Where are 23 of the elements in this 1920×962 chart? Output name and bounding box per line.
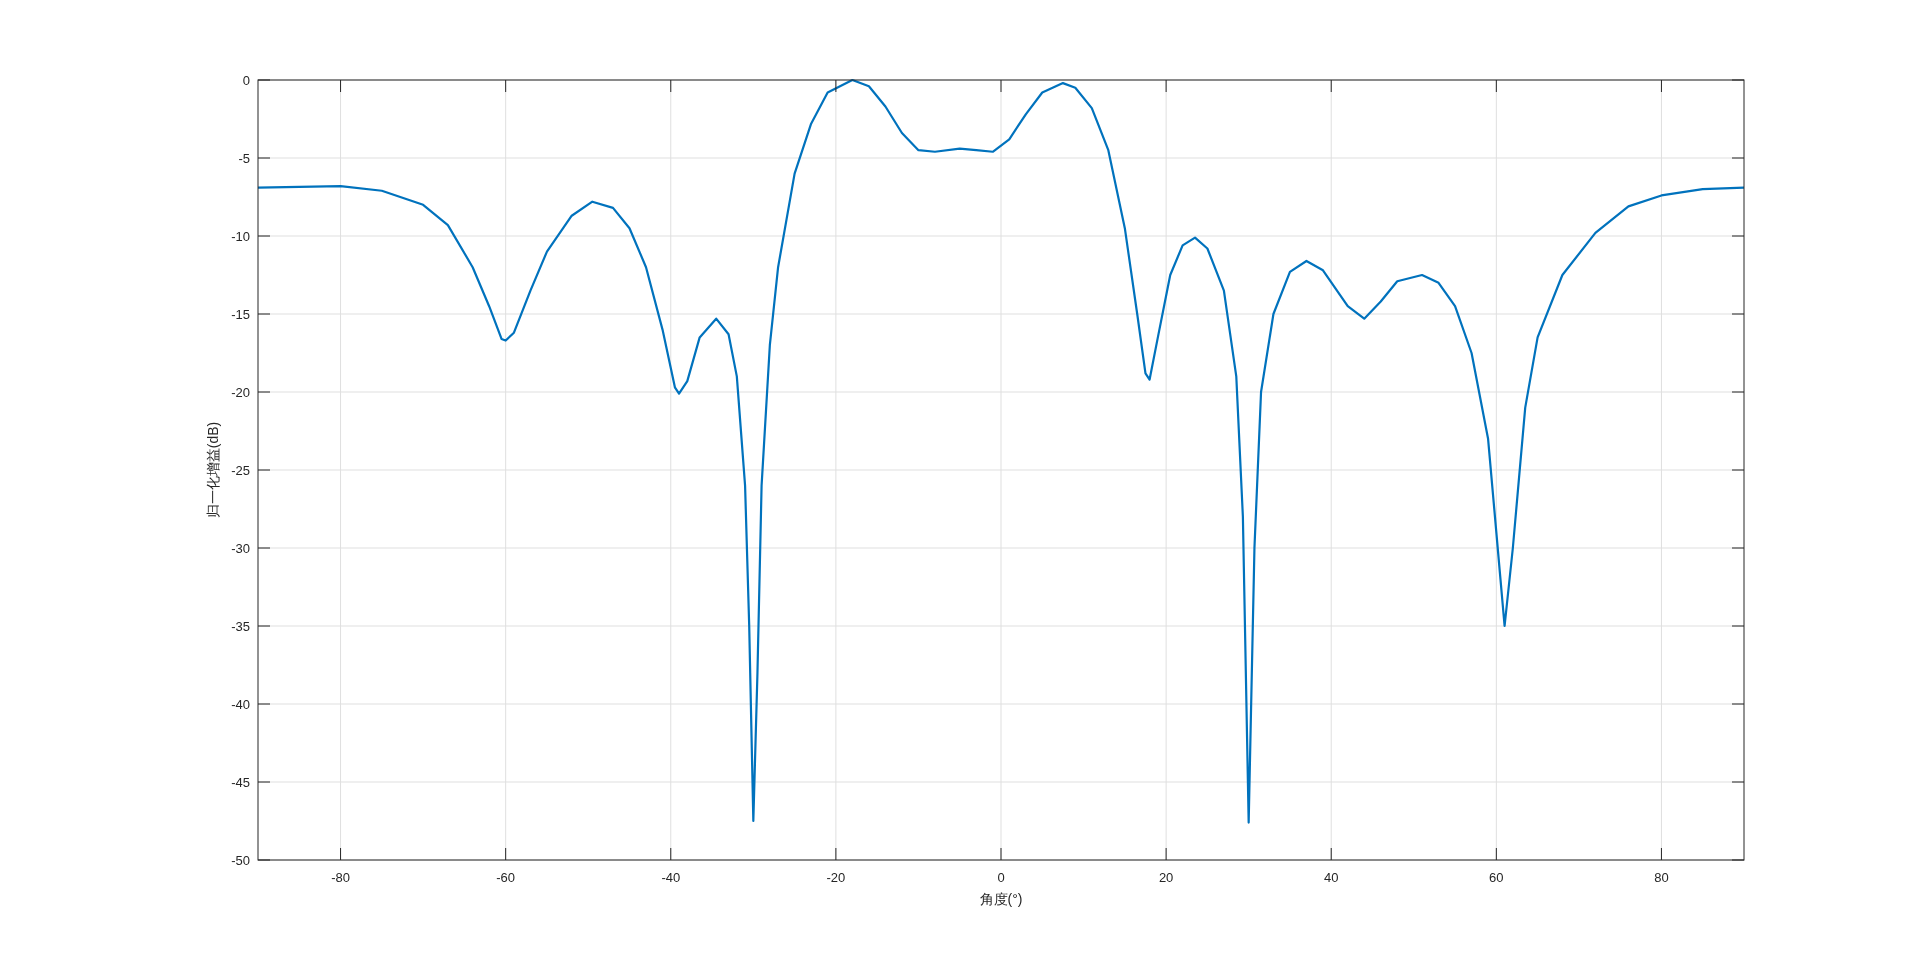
y-tick-label: -45 — [231, 774, 250, 790]
y-tick-label: 0 — [242, 72, 250, 88]
y-tick-label: -40 — [231, 696, 250, 712]
x-tick-label: 0 — [997, 870, 1005, 885]
x-tick-label: -60 — [496, 870, 516, 885]
x-tick-label: -20 — [826, 870, 846, 885]
x-tick-label: -80 — [331, 870, 350, 885]
y-tick-label: -35 — [231, 618, 250, 634]
y-tick-label: -10 — [231, 228, 250, 244]
y-tick-label: -25 — [231, 462, 250, 478]
x-tick-label: 60 — [1489, 870, 1504, 885]
x-tick-label: -40 — [661, 870, 681, 885]
y-tick-label: -30 — [231, 540, 250, 556]
y-tick-label: -50 — [231, 852, 250, 868]
line-series — [258, 78, 1744, 824]
x-tick-label: 80 — [1654, 870, 1669, 885]
y-tick-label: -20 — [231, 384, 250, 400]
y-tick-label: -5 — [238, 150, 250, 166]
y-axis-title: 归一化增益(dB) — [205, 421, 221, 519]
y-tick-label: -15 — [231, 306, 250, 322]
x-tick-label: 40 — [1323, 870, 1339, 885]
x-tick-label: 20 — [1158, 870, 1174, 885]
x-axis-title: 角度(°) — [979, 891, 1023, 907]
